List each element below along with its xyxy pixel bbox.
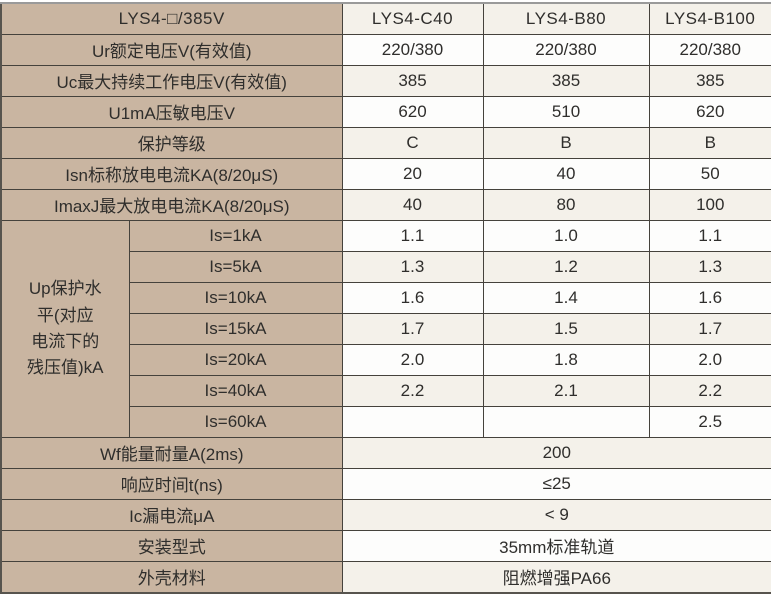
table-row: Uc最大持续工作电压V(有效值) 385 385 385 — [0, 64, 771, 97]
merged-value-cell: ≤25 — [341, 467, 771, 500]
value-cell: 385 — [648, 64, 771, 97]
table-row: 响应时间t(ns) ≤25 — [0, 467, 771, 500]
value-cell: 1.5 — [482, 312, 650, 345]
table-row: U1mA压敏电压V 620 510 620 — [0, 95, 771, 128]
value-cell: 220/380 — [341, 34, 484, 66]
value-cell-empty — [482, 405, 650, 438]
table-row-header: LYS4-□/385V LYS4-C40 LYS4-B80 LYS4-B100 — [0, 2, 771, 35]
value-cell: 1.1 — [648, 219, 771, 252]
row-label-cell: Isn标称放电电流KA(8/20μS) — [0, 157, 343, 190]
value-cell: 1.6 — [648, 281, 771, 314]
value-cell: 1.2 — [482, 250, 650, 283]
sub-label-cell: Is=5kA — [128, 250, 343, 283]
value-cell: 620 — [341, 95, 484, 128]
value-cell: 1.3 — [648, 250, 771, 283]
sub-label-cell: Is=20kA — [128, 343, 343, 376]
table-row: Is=15kA 1.7 1.5 1.7 — [1, 312, 771, 345]
value-cell: 40 — [341, 188, 484, 221]
value-cell: 220/380 — [482, 34, 650, 66]
value-cell: 1.8 — [482, 343, 650, 376]
row-label-cell: Uc最大持续工作电压V(有效值) — [0, 64, 343, 97]
value-cell: 220/380 — [648, 34, 771, 66]
row-label-cell: 响应时间t(ns) — [0, 467, 343, 500]
value-cell: 20 — [341, 157, 484, 190]
table-row: 保护等级 C B B — [0, 126, 771, 159]
sub-label-cell: Is=1kA — [128, 219, 343, 252]
table-row: Is=40kA 2.2 2.1 2.2 — [1, 374, 771, 407]
value-cell: B — [648, 126, 771, 159]
merged-value-cell: 35mm标准轨道 — [341, 529, 771, 562]
sub-label-cell: Is=40kA — [128, 374, 343, 407]
series-label-cell: LYS4-□/385V — [0, 2, 343, 35]
row-label-cell: Wf能量耐量A(2ms) — [0, 436, 343, 469]
row-label-cell: U1mA压敏电压V — [0, 95, 343, 128]
value-cell: 1.6 — [341, 281, 484, 314]
table-row: 外壳材料 阻燃增强PA66 — [0, 560, 771, 594]
model-header-cell: LYS4-C40 — [341, 2, 484, 35]
value-cell: 2.0 — [648, 343, 771, 376]
value-cell: 2.2 — [341, 374, 484, 407]
table-row: Ur额定电压V(有效值) 220/380 220/380 220/380 — [0, 34, 771, 66]
table-row: Is=20kA 2.0 1.8 2.0 — [1, 343, 771, 376]
value-cell: 385 — [341, 64, 484, 97]
merged-value-cell: 200 — [341, 436, 771, 469]
table-row: Is=60kA 2.5 — [1, 405, 771, 438]
value-cell: 2.2 — [648, 374, 771, 407]
value-cell: 1.4 — [482, 281, 650, 314]
merged-value-cell: 阻燃增强PA66 — [341, 560, 771, 594]
sub-label-cell: Is=15kA — [128, 312, 343, 345]
row-label-cell: 外壳材料 — [0, 560, 343, 594]
value-cell: 1.7 — [648, 312, 771, 345]
value-cell: 2.5 — [648, 405, 771, 438]
row-label-cell: 保护等级 — [0, 126, 343, 159]
model-header-cell: LYS4-B100 — [648, 2, 771, 35]
model-header-cell: LYS4-B80 — [482, 2, 650, 35]
table-row: Ic漏电流μA < 9 — [0, 498, 771, 531]
up-section-label-cell: Up保护水 平(对应 电流下的 残压值)kA — [0, 219, 130, 438]
value-cell: 80 — [482, 188, 650, 221]
value-cell: 50 — [648, 157, 771, 190]
sub-label-cell: Is=10kA — [128, 281, 343, 314]
table-row: Is=5kA 1.3 1.2 1.3 — [1, 250, 771, 283]
value-cell-empty — [341, 405, 484, 438]
value-cell: 1.7 — [341, 312, 484, 345]
table-row: Up保护水 平(对应 电流下的 残压值)kA Is=1kA 1.1 1.0 1.… — [0, 219, 771, 438]
merged-value-cell: < 9 — [341, 498, 771, 531]
sub-label-cell: Is=60kA — [128, 405, 343, 438]
value-cell: 2.1 — [482, 374, 650, 407]
table-row: Wf能量耐量A(2ms) 200 — [0, 436, 771, 469]
value-cell: 385 — [482, 64, 650, 97]
value-cell: 40 — [482, 157, 650, 190]
value-cell: 620 — [648, 95, 771, 128]
table-row: ImaxJ最大放电电流KA(8/20μS) 40 80 100 — [0, 188, 771, 221]
value-cell: 1.3 — [341, 250, 484, 283]
table-row: Is=10kA 1.6 1.4 1.6 — [1, 281, 771, 314]
table-row: 安装型式 35mm标准轨道 — [0, 529, 771, 562]
value-cell: 2.0 — [341, 343, 484, 376]
value-cell: C — [341, 126, 484, 159]
table-row: Isn标称放电电流KA(8/20μS) 20 40 50 — [0, 157, 771, 190]
row-label-cell: Ur额定电压V(有效值) — [0, 34, 343, 66]
value-cell: 1.0 — [482, 219, 650, 252]
value-cell: 100 — [648, 188, 771, 221]
value-cell: B — [482, 126, 650, 159]
row-label-cell: Ic漏电流μA — [0, 498, 343, 531]
row-label-cell: 安装型式 — [0, 529, 343, 562]
value-cell: 510 — [482, 95, 650, 128]
row-label-cell: ImaxJ最大放电电流KA(8/20μS) — [0, 188, 343, 221]
value-cell: 1.1 — [341, 219, 484, 252]
